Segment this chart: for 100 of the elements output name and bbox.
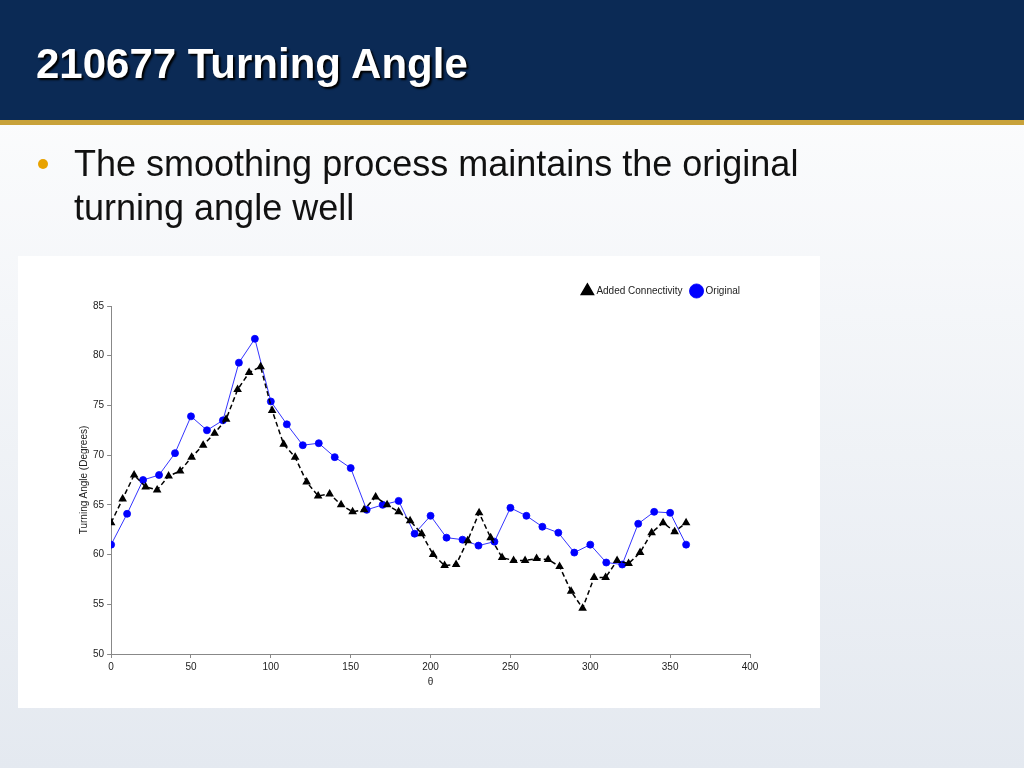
point (570, 548, 579, 557)
point (233, 385, 242, 393)
point (659, 518, 667, 526)
point (245, 368, 253, 376)
point (123, 509, 131, 518)
y-tick-label: 50 (93, 647, 105, 659)
point (187, 412, 195, 421)
legend-label: Original (705, 284, 741, 296)
chart-subtitle: The smoothing process maintains the original turning angle well (74, 143, 799, 228)
point (210, 429, 219, 436)
point (578, 604, 587, 611)
y-tick-label: 55 (93, 598, 105, 610)
legend-label: Added Connectivity (596, 284, 683, 296)
point (682, 518, 690, 526)
point (130, 470, 138, 478)
point (682, 540, 691, 549)
x-tick-label: 150 (342, 660, 360, 672)
point (394, 507, 403, 515)
x-tick-label: 100 (262, 660, 280, 672)
point (440, 561, 449, 569)
point (176, 466, 184, 474)
point (256, 362, 265, 370)
point (199, 440, 207, 448)
point (164, 471, 173, 479)
x-axis-title: θ (427, 675, 434, 687)
point (314, 439, 323, 448)
point (171, 449, 179, 458)
y-tick-label: 85 (93, 299, 105, 311)
point (371, 492, 380, 500)
point (613, 556, 621, 564)
chart-title: 210677 Turning Angle (36, 40, 468, 88)
point (452, 560, 460, 568)
point (442, 533, 451, 542)
point (586, 540, 595, 549)
x-tick-label: 50 (185, 660, 197, 672)
point (670, 527, 679, 535)
point (602, 558, 611, 567)
point (506, 503, 515, 512)
point (337, 500, 345, 508)
x-tick-label: 300 (581, 660, 600, 672)
x-tick-label: 200 (422, 660, 440, 672)
point (554, 528, 563, 537)
point (532, 554, 541, 562)
point (203, 426, 211, 435)
x-tick-label: 0 (108, 660, 115, 672)
point (187, 452, 196, 460)
y-axis-title: Turning Angle (Degrees) (77, 425, 89, 535)
x-tick-label: 250 (502, 660, 520, 672)
point (486, 533, 495, 541)
point (235, 358, 243, 367)
point (348, 507, 357, 515)
y-tick-label: 60 (93, 548, 105, 560)
point (394, 496, 403, 505)
point (647, 528, 656, 536)
point (636, 548, 644, 556)
point (498, 553, 506, 561)
point (155, 471, 163, 479)
point (555, 562, 564, 569)
point (325, 489, 334, 497)
point (282, 420, 291, 429)
point (522, 511, 531, 520)
y-tick-label: 80 (93, 349, 105, 361)
point (624, 559, 633, 567)
y-tick-label: 70 (93, 448, 105, 460)
point (268, 406, 276, 413)
point (429, 550, 437, 558)
point (666, 508, 675, 517)
point (650, 507, 659, 516)
point (346, 464, 355, 472)
point (383, 500, 391, 508)
point (118, 494, 127, 502)
point (475, 508, 483, 516)
point (330, 453, 339, 462)
point (634, 519, 643, 528)
point (291, 452, 299, 460)
point (521, 556, 529, 564)
point (302, 477, 311, 485)
point (410, 529, 419, 538)
point (509, 556, 518, 564)
y-tick-label: 65 (93, 498, 105, 510)
x-tick-label: 400 (741, 660, 759, 672)
point (601, 573, 610, 580)
point (406, 516, 414, 524)
point (139, 476, 147, 484)
point (474, 541, 483, 550)
point (279, 439, 288, 447)
point (463, 536, 472, 544)
x-tick-label: 350 (661, 660, 679, 672)
point (458, 535, 467, 544)
point (538, 522, 547, 531)
point (544, 555, 552, 563)
point (298, 441, 307, 450)
point (417, 529, 426, 537)
point (426, 511, 435, 520)
point (250, 334, 259, 343)
point (567, 587, 575, 594)
point (153, 485, 161, 493)
y-tick-label: 75 (93, 399, 105, 411)
point (590, 573, 598, 580)
point (314, 491, 322, 499)
